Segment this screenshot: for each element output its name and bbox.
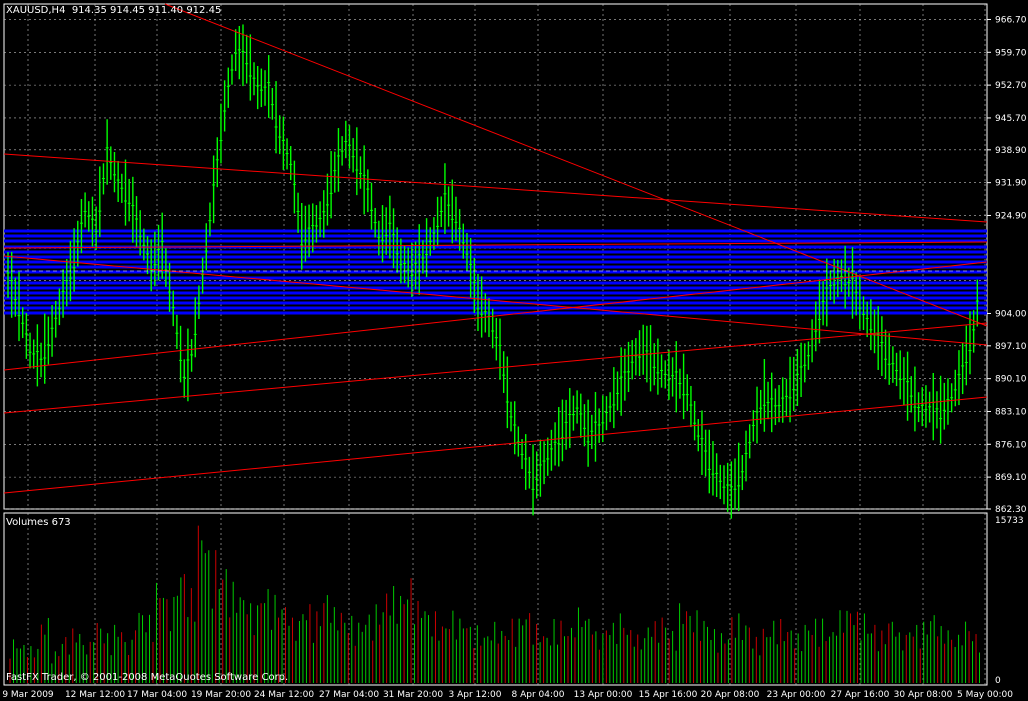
x-tick-label: 12 Mar 12:00 — [65, 690, 125, 700]
x-tick-label: 31 Mar 20:00 — [383, 690, 443, 700]
y-tick-label: 869.10 — [995, 473, 1027, 483]
y-tick-label: 862.30 — [995, 505, 1027, 515]
y-tick-label: 931.90 — [995, 179, 1027, 189]
y-tick-label: 876.10 — [995, 440, 1027, 450]
ohlc-label: 914.35 914.45 911.40 912.45 — [71, 5, 222, 16]
y-tick-label: 904.00 — [995, 309, 1027, 319]
x-tick-label: 27 Apr 16:00 — [831, 690, 890, 700]
x-tick-label: 3 Apr 12:00 — [449, 690, 502, 700]
trend-line — [3, 322, 988, 414]
x-tick-label: 30 Apr 08:00 — [894, 690, 953, 700]
x-tick-label: 17 Mar 04:00 — [127, 690, 187, 700]
volumes-title: Volumes 673 — [6, 517, 71, 528]
x-tick-label: 13 Apr 00:00 — [574, 690, 633, 700]
volume-min-label: 0 — [995, 676, 1001, 686]
x-tick-label: 15 Apr 16:00 — [639, 690, 698, 700]
symbol-label: XAUUSD,H4 — [6, 5, 66, 16]
trend-line — [3, 153, 988, 223]
trend-line — [3, 261, 988, 371]
y-tick-label: 924.90 — [995, 211, 1027, 221]
x-tick-label: 9 Mar 2009 — [2, 690, 54, 700]
trend-line — [3, 255, 988, 346]
y-tick-label: 959.70 — [995, 48, 1027, 58]
x-tick-label: 8 Apr 04:00 — [512, 690, 565, 700]
x-tick-label: 27 Mar 04:00 — [319, 690, 379, 700]
x-tick-label: 19 Mar 20:00 — [191, 690, 251, 700]
x-tick-label: 23 Apr 00:00 — [767, 690, 826, 700]
trend-line — [3, 241, 988, 249]
trend-line — [164, 3, 988, 327]
copyright-label: FastFX Trader, © 2001-2008 MetaQuotes So… — [6, 672, 289, 683]
x-tick-label: 5 May 00:00 — [957, 690, 1013, 700]
x-tick-label: 20 Apr 08:00 — [701, 690, 760, 700]
x-tick-label: 24 Mar 12:00 — [254, 690, 314, 700]
y-tick-label: 966.70 — [995, 15, 1027, 25]
chart-header: XAUUSD,H4 914.35 914.45 911.40 912.45 — [6, 5, 221, 16]
y-tick-label: 890.10 — [995, 375, 1027, 385]
y-tick-label: 952.70 — [995, 81, 1027, 91]
y-tick-label: 897.10 — [995, 342, 1027, 352]
y-tick-label: 883.10 — [995, 407, 1027, 417]
trend-line — [3, 396, 988, 494]
y-tick-label: 945.70 — [995, 114, 1027, 124]
volume-max-label: 15733 — [995, 516, 1024, 526]
y-tick-label: 938.90 — [995, 146, 1027, 156]
volume-pane-frame — [3, 512, 988, 686]
